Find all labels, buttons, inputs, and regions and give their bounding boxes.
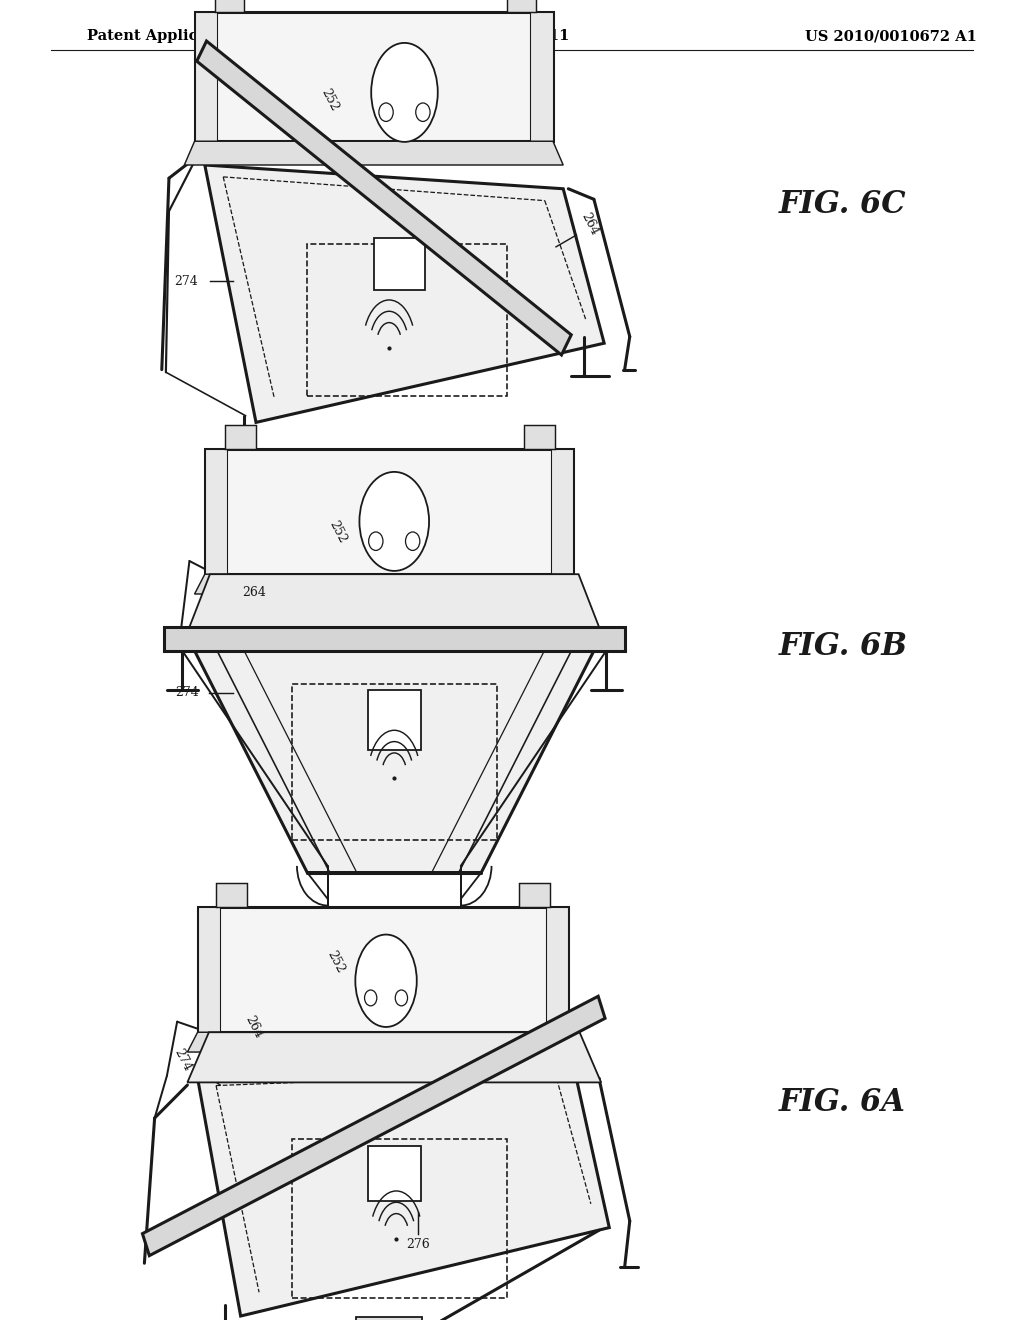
Bar <box>292 684 497 840</box>
Polygon shape <box>189 574 599 627</box>
Text: FIG. 6B: FIG. 6B <box>778 631 907 663</box>
Bar <box>364 908 425 941</box>
Bar <box>442 919 479 945</box>
Ellipse shape <box>372 44 438 143</box>
Polygon shape <box>205 449 573 574</box>
Circle shape <box>416 103 430 121</box>
Polygon shape <box>195 651 594 873</box>
Bar <box>309 919 346 945</box>
Bar <box>292 1139 507 1298</box>
Bar <box>233 462 264 486</box>
Polygon shape <box>142 997 605 1255</box>
Text: 274: 274 <box>174 275 199 288</box>
Bar <box>307 244 507 396</box>
Text: 264: 264 <box>579 211 601 238</box>
Text: FIG. 6A: FIG. 6A <box>778 1086 905 1118</box>
Bar <box>374 238 425 290</box>
Ellipse shape <box>355 935 417 1027</box>
Bar <box>368 690 421 750</box>
Circle shape <box>406 532 420 550</box>
Text: FIG. 6C: FIG. 6C <box>778 189 906 220</box>
Circle shape <box>379 103 393 121</box>
Polygon shape <box>225 425 256 449</box>
Polygon shape <box>205 449 227 574</box>
Text: 274: 274 <box>175 686 200 700</box>
Text: 252: 252 <box>318 87 341 114</box>
Polygon shape <box>198 907 568 1032</box>
Text: 274: 274 <box>171 1047 194 1073</box>
Polygon shape <box>551 449 573 574</box>
Ellipse shape <box>359 471 429 570</box>
Circle shape <box>365 990 377 1006</box>
Polygon shape <box>187 1032 579 1052</box>
Polygon shape <box>524 425 555 449</box>
Polygon shape <box>507 0 536 12</box>
Polygon shape <box>215 0 244 12</box>
Text: US 2010/0010672 A1: US 2010/0010672 A1 <box>805 29 977 44</box>
Polygon shape <box>195 12 217 141</box>
Polygon shape <box>205 165 604 422</box>
Polygon shape <box>195 574 584 594</box>
Text: 264: 264 <box>243 1014 265 1040</box>
Polygon shape <box>546 907 568 1032</box>
Bar <box>356 1317 422 1320</box>
Polygon shape <box>198 907 220 1032</box>
Text: Patent Application Publication: Patent Application Publication <box>87 29 339 44</box>
Text: 264: 264 <box>242 586 266 599</box>
Polygon shape <box>530 12 553 141</box>
Circle shape <box>395 990 408 1006</box>
Text: 276: 276 <box>406 1238 430 1251</box>
Text: 252: 252 <box>325 949 347 975</box>
Polygon shape <box>184 141 563 165</box>
Text: Jan. 14, 2010  Sheet 6 of 11: Jan. 14, 2010 Sheet 6 of 11 <box>342 29 569 44</box>
Text: 252: 252 <box>327 519 349 545</box>
Polygon shape <box>187 1032 601 1082</box>
Polygon shape <box>198 1065 609 1316</box>
Polygon shape <box>197 41 571 355</box>
Polygon shape <box>519 883 550 907</box>
Circle shape <box>369 532 383 550</box>
Polygon shape <box>195 12 553 141</box>
Bar <box>368 1146 421 1201</box>
Polygon shape <box>164 627 625 651</box>
Polygon shape <box>216 883 247 907</box>
